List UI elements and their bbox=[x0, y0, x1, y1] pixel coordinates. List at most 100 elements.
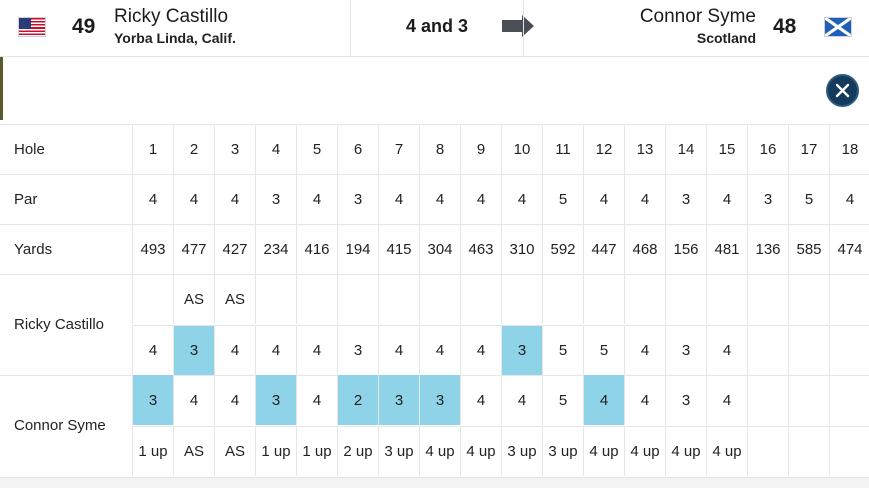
match-status-cell: 3 up bbox=[378, 426, 419, 476]
player1-status-cell bbox=[337, 274, 378, 324]
match-status-cell: 4 up bbox=[583, 426, 624, 476]
player1-status-cell bbox=[378, 274, 419, 324]
player1-row: Ricky Castillo bbox=[0, 274, 869, 375]
yards-cell: 427 bbox=[214, 224, 255, 274]
player2-score-cell: 4 bbox=[624, 375, 665, 425]
match-status-cell: 4 up bbox=[665, 426, 706, 476]
player1-status-cell bbox=[624, 274, 665, 324]
yards-cell: 477 bbox=[173, 224, 214, 274]
player2-score-cell: 3 bbox=[419, 375, 460, 425]
par-cell: 5 bbox=[542, 174, 583, 224]
player1-status-cell bbox=[583, 274, 624, 324]
hole-number-cell: 14 bbox=[665, 124, 706, 174]
hole-number-cell: 5 bbox=[296, 124, 337, 174]
player1-score-cell bbox=[747, 325, 788, 375]
player2-score-cell: 4 bbox=[706, 375, 747, 425]
hole-number-cell: 2 bbox=[173, 124, 214, 174]
hole-number-cell: 1 bbox=[132, 124, 173, 174]
match-header: 49 Ricky Castillo Yorba Linda, Calif. 4 … bbox=[0, 0, 869, 57]
match-status-cell: 1 up bbox=[132, 426, 173, 476]
player2-score-cell: 3 bbox=[665, 375, 706, 425]
player2-row-label: Connor Syme bbox=[14, 417, 106, 434]
hole-number-cell: 7 bbox=[378, 124, 419, 174]
hole-number-cell: 8 bbox=[419, 124, 460, 174]
par-row: Par bbox=[0, 174, 869, 224]
player1-score-cell: 3 bbox=[665, 325, 706, 375]
hole-number-cell: 9 bbox=[460, 124, 501, 174]
par-cell: 4 bbox=[378, 174, 419, 224]
player1-status-cell bbox=[419, 274, 460, 324]
match-result: 4 and 3 bbox=[405, 16, 469, 36]
player1-score-cell: 4 bbox=[706, 325, 747, 375]
yards-cell: 310 bbox=[501, 224, 542, 274]
player1-status-cell bbox=[296, 274, 337, 324]
player1-status-cell bbox=[255, 274, 296, 324]
player2-score-cell bbox=[788, 375, 829, 425]
player2-name: Connor Syme bbox=[639, 6, 756, 27]
player1-status-cell bbox=[501, 274, 542, 324]
player1-name: Ricky Castillo bbox=[114, 6, 229, 27]
match-status-cell: AS bbox=[214, 426, 255, 476]
par-cell: 3 bbox=[337, 174, 378, 224]
yards-cell: 585 bbox=[788, 224, 829, 274]
par-cell: 4 bbox=[296, 174, 337, 224]
player1-score-cell: 3 bbox=[501, 325, 542, 375]
match-status-cell bbox=[829, 426, 869, 476]
par-cell: 3 bbox=[255, 174, 296, 224]
player2-score-cell: 3 bbox=[255, 375, 296, 425]
player1-score-cell: 4 bbox=[214, 325, 255, 375]
player1-score-cell: 4 bbox=[132, 325, 173, 375]
hole-number-cell: 16 bbox=[747, 124, 788, 174]
player1-status-cell bbox=[132, 274, 173, 324]
player1-status-cell bbox=[706, 274, 747, 324]
player1-status-cell: AS bbox=[173, 274, 214, 324]
player1-status-cell bbox=[542, 274, 583, 324]
player1-location: Yorba Linda, Calif. bbox=[114, 30, 236, 46]
yards-label: Yards bbox=[14, 241, 53, 258]
player2-score-cell: 4 bbox=[460, 375, 501, 425]
player2-seed: 48 bbox=[773, 15, 797, 38]
player1-score-cell bbox=[788, 325, 829, 375]
yards-cell: 304 bbox=[419, 224, 460, 274]
yards-cell: 156 bbox=[665, 224, 706, 274]
match-status-cell: 4 up bbox=[706, 426, 747, 476]
hole-number-cell: 15 bbox=[706, 124, 747, 174]
player1-status-cell bbox=[665, 274, 706, 324]
table-footer-space bbox=[0, 478, 869, 488]
par-cell: 4 bbox=[132, 174, 173, 224]
player2-score-cell: 4 bbox=[173, 375, 214, 425]
hole-number-cell: 10 bbox=[501, 124, 542, 174]
player2-score-cell bbox=[829, 375, 869, 425]
yards-cell: 481 bbox=[706, 224, 747, 274]
player2-location: Scotland bbox=[696, 30, 756, 46]
player1-score-cell: 3 bbox=[173, 325, 214, 375]
match-status-cell: 2 up bbox=[337, 426, 378, 476]
match-status-cell: 1 up bbox=[255, 426, 296, 476]
par-cell: 3 bbox=[747, 174, 788, 224]
header-divider bbox=[350, 0, 351, 56]
player1-status-cell: AS bbox=[214, 274, 255, 324]
par-label: Par bbox=[14, 191, 38, 208]
arrow-right-icon bbox=[502, 15, 534, 37]
match-status-cell: 4 up bbox=[460, 426, 501, 476]
par-cell: 4 bbox=[501, 174, 542, 224]
par-cell: 4 bbox=[829, 174, 869, 224]
match-status-cell: AS bbox=[173, 426, 214, 476]
header-divider bbox=[523, 0, 524, 56]
match-status-cell: 4 up bbox=[419, 426, 460, 476]
player2-score-cell: 4 bbox=[501, 375, 542, 425]
player1-score-cell: 4 bbox=[419, 325, 460, 375]
player1-status-cell bbox=[788, 274, 829, 324]
player2-score-cell bbox=[747, 375, 788, 425]
player1-score-cell: 5 bbox=[583, 325, 624, 375]
par-cell: 4 bbox=[460, 174, 501, 224]
match-status-cell bbox=[747, 426, 788, 476]
player2-score-cell: 5 bbox=[542, 375, 583, 425]
close-button[interactable] bbox=[826, 74, 859, 107]
hole-number-cell: 4 bbox=[255, 124, 296, 174]
hole-row: Hole bbox=[0, 124, 869, 174]
table-bottom-border bbox=[0, 477, 869, 478]
yards-cell: 468 bbox=[624, 224, 665, 274]
player1-score-cell: 3 bbox=[337, 325, 378, 375]
yards-cell: 416 bbox=[296, 224, 337, 274]
